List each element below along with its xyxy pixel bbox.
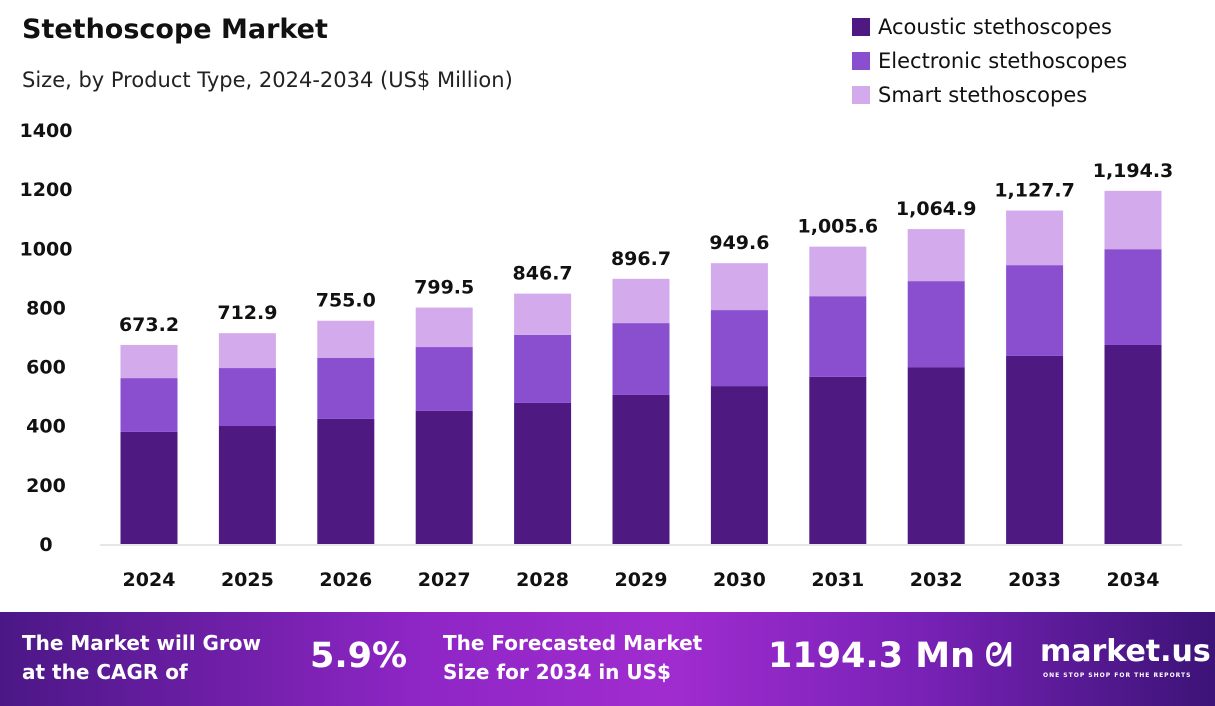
x-tick-label: 2034 [1107, 569, 1160, 591]
legend-label: Electronic stethoscopes [878, 49, 1128, 73]
bar-segment [415, 347, 473, 411]
chart-plot: 0 200 400 600 800 1000 1200 1400 673.2 2024 712.9 2… [20, 120, 1182, 591]
legend-item-electronic: Electronic stethoscopes [852, 44, 1127, 78]
brand-name: market.us [1040, 634, 1211, 669]
bar-segment [120, 344, 178, 379]
legend-swatch [852, 18, 870, 36]
x-tick-label: 2031 [811, 569, 864, 591]
cagr-label: The Market will Grow at the CAGR of [22, 631, 262, 684]
bar-segment [907, 281, 965, 368]
legend-item-acoustic: Acoustic stethoscopes [852, 10, 1127, 44]
total-label: 1,064.9 [896, 198, 977, 220]
x-tick-label: 2026 [319, 569, 372, 591]
total-label: 846.7 [513, 263, 573, 285]
bar-segment [218, 333, 276, 369]
total-label: 755.0 [316, 290, 376, 312]
x-tick-label: 2033 [1008, 569, 1061, 591]
forecast-value: 1194.3 Mn [768, 636, 975, 676]
total-label: 799.5 [414, 277, 474, 299]
y-tick-label: 0 [39, 534, 52, 556]
bar-segment [1104, 249, 1162, 345]
bar-segment [1104, 190, 1162, 250]
bar-segment [1006, 210, 1064, 266]
total-label: 1,194.3 [1093, 160, 1174, 182]
bar-segment [120, 378, 178, 432]
total-label: 896.7 [611, 248, 671, 270]
x-tick-label: 2030 [713, 569, 766, 591]
chart-subtitle: Size, by Product Type, 2024-2034 (US$ Mi… [22, 68, 513, 92]
bar-segment [809, 376, 867, 544]
cagr-value: 5.9% [310, 636, 408, 676]
footer-banner: The Market will Grow at the CAGR of 5.9% … [0, 612, 1215, 706]
bar-segment [710, 386, 768, 544]
bar-segment [218, 426, 276, 544]
x-tick-label: 2028 [516, 569, 569, 591]
y-tick-label: 400 [26, 416, 66, 438]
bar-segment [809, 296, 867, 377]
bar-segment [317, 357, 375, 419]
legend-item-smart: Smart stethoscopes [852, 78, 1127, 112]
brand-logo-icon: ᘛ [985, 636, 1013, 674]
bar-segment [218, 368, 276, 427]
y-tick-label: 800 [26, 297, 66, 319]
bar-segment [317, 418, 375, 544]
legend: Acoustic stethoscopes Electronic stethos… [852, 10, 1127, 112]
total-label: 673.2 [119, 314, 179, 336]
bar-segment [1104, 344, 1162, 544]
bar-segment [612, 278, 670, 324]
bar-segment [415, 307, 473, 348]
bar-segment [710, 310, 768, 387]
bar-segment [317, 320, 375, 358]
bar-segment [1006, 355, 1064, 544]
bar-segment [514, 293, 572, 335]
legend-label: Smart stethoscopes [878, 83, 1088, 107]
bar-segment [514, 334, 572, 403]
x-tick-label: 2029 [615, 569, 668, 591]
y-tick-label: 1000 [20, 238, 73, 260]
total-label: 949.6 [709, 232, 769, 254]
y-tick-label: 1200 [20, 179, 73, 201]
x-tick-label: 2024 [123, 569, 176, 591]
total-label: 712.9 [217, 302, 277, 324]
y-tick-label: 200 [26, 475, 66, 497]
x-tick-label: 2027 [418, 569, 471, 591]
y-tick-label: 1400 [20, 120, 73, 142]
y-tick-label: 600 [26, 357, 66, 379]
legend-swatch [852, 86, 870, 104]
forecast-label: The Forecasted Market Size for 2034 in US… [443, 631, 703, 684]
bar-segment [415, 410, 473, 544]
total-label: 1,005.6 [798, 216, 879, 238]
bar-segment [612, 394, 670, 544]
bar-segment [907, 367, 965, 544]
bar-segment [120, 431, 178, 544]
chart-title: Stethoscope Market [22, 14, 328, 45]
bar-segment [1006, 265, 1064, 356]
legend-label: Acoustic stethoscopes [878, 15, 1112, 39]
legend-swatch [852, 52, 870, 70]
bar-segment [907, 229, 965, 282]
total-label: 1,127.7 [994, 180, 1075, 202]
x-tick-label: 2025 [221, 569, 274, 591]
bar-segment [710, 263, 768, 311]
bar-segment [809, 246, 867, 297]
bar-segment [612, 323, 670, 395]
brand-tagline: ONE STOP SHOP FOR THE REPORTS [1043, 672, 1192, 679]
x-tick-label: 2032 [910, 569, 963, 591]
bar-segment [514, 402, 572, 544]
